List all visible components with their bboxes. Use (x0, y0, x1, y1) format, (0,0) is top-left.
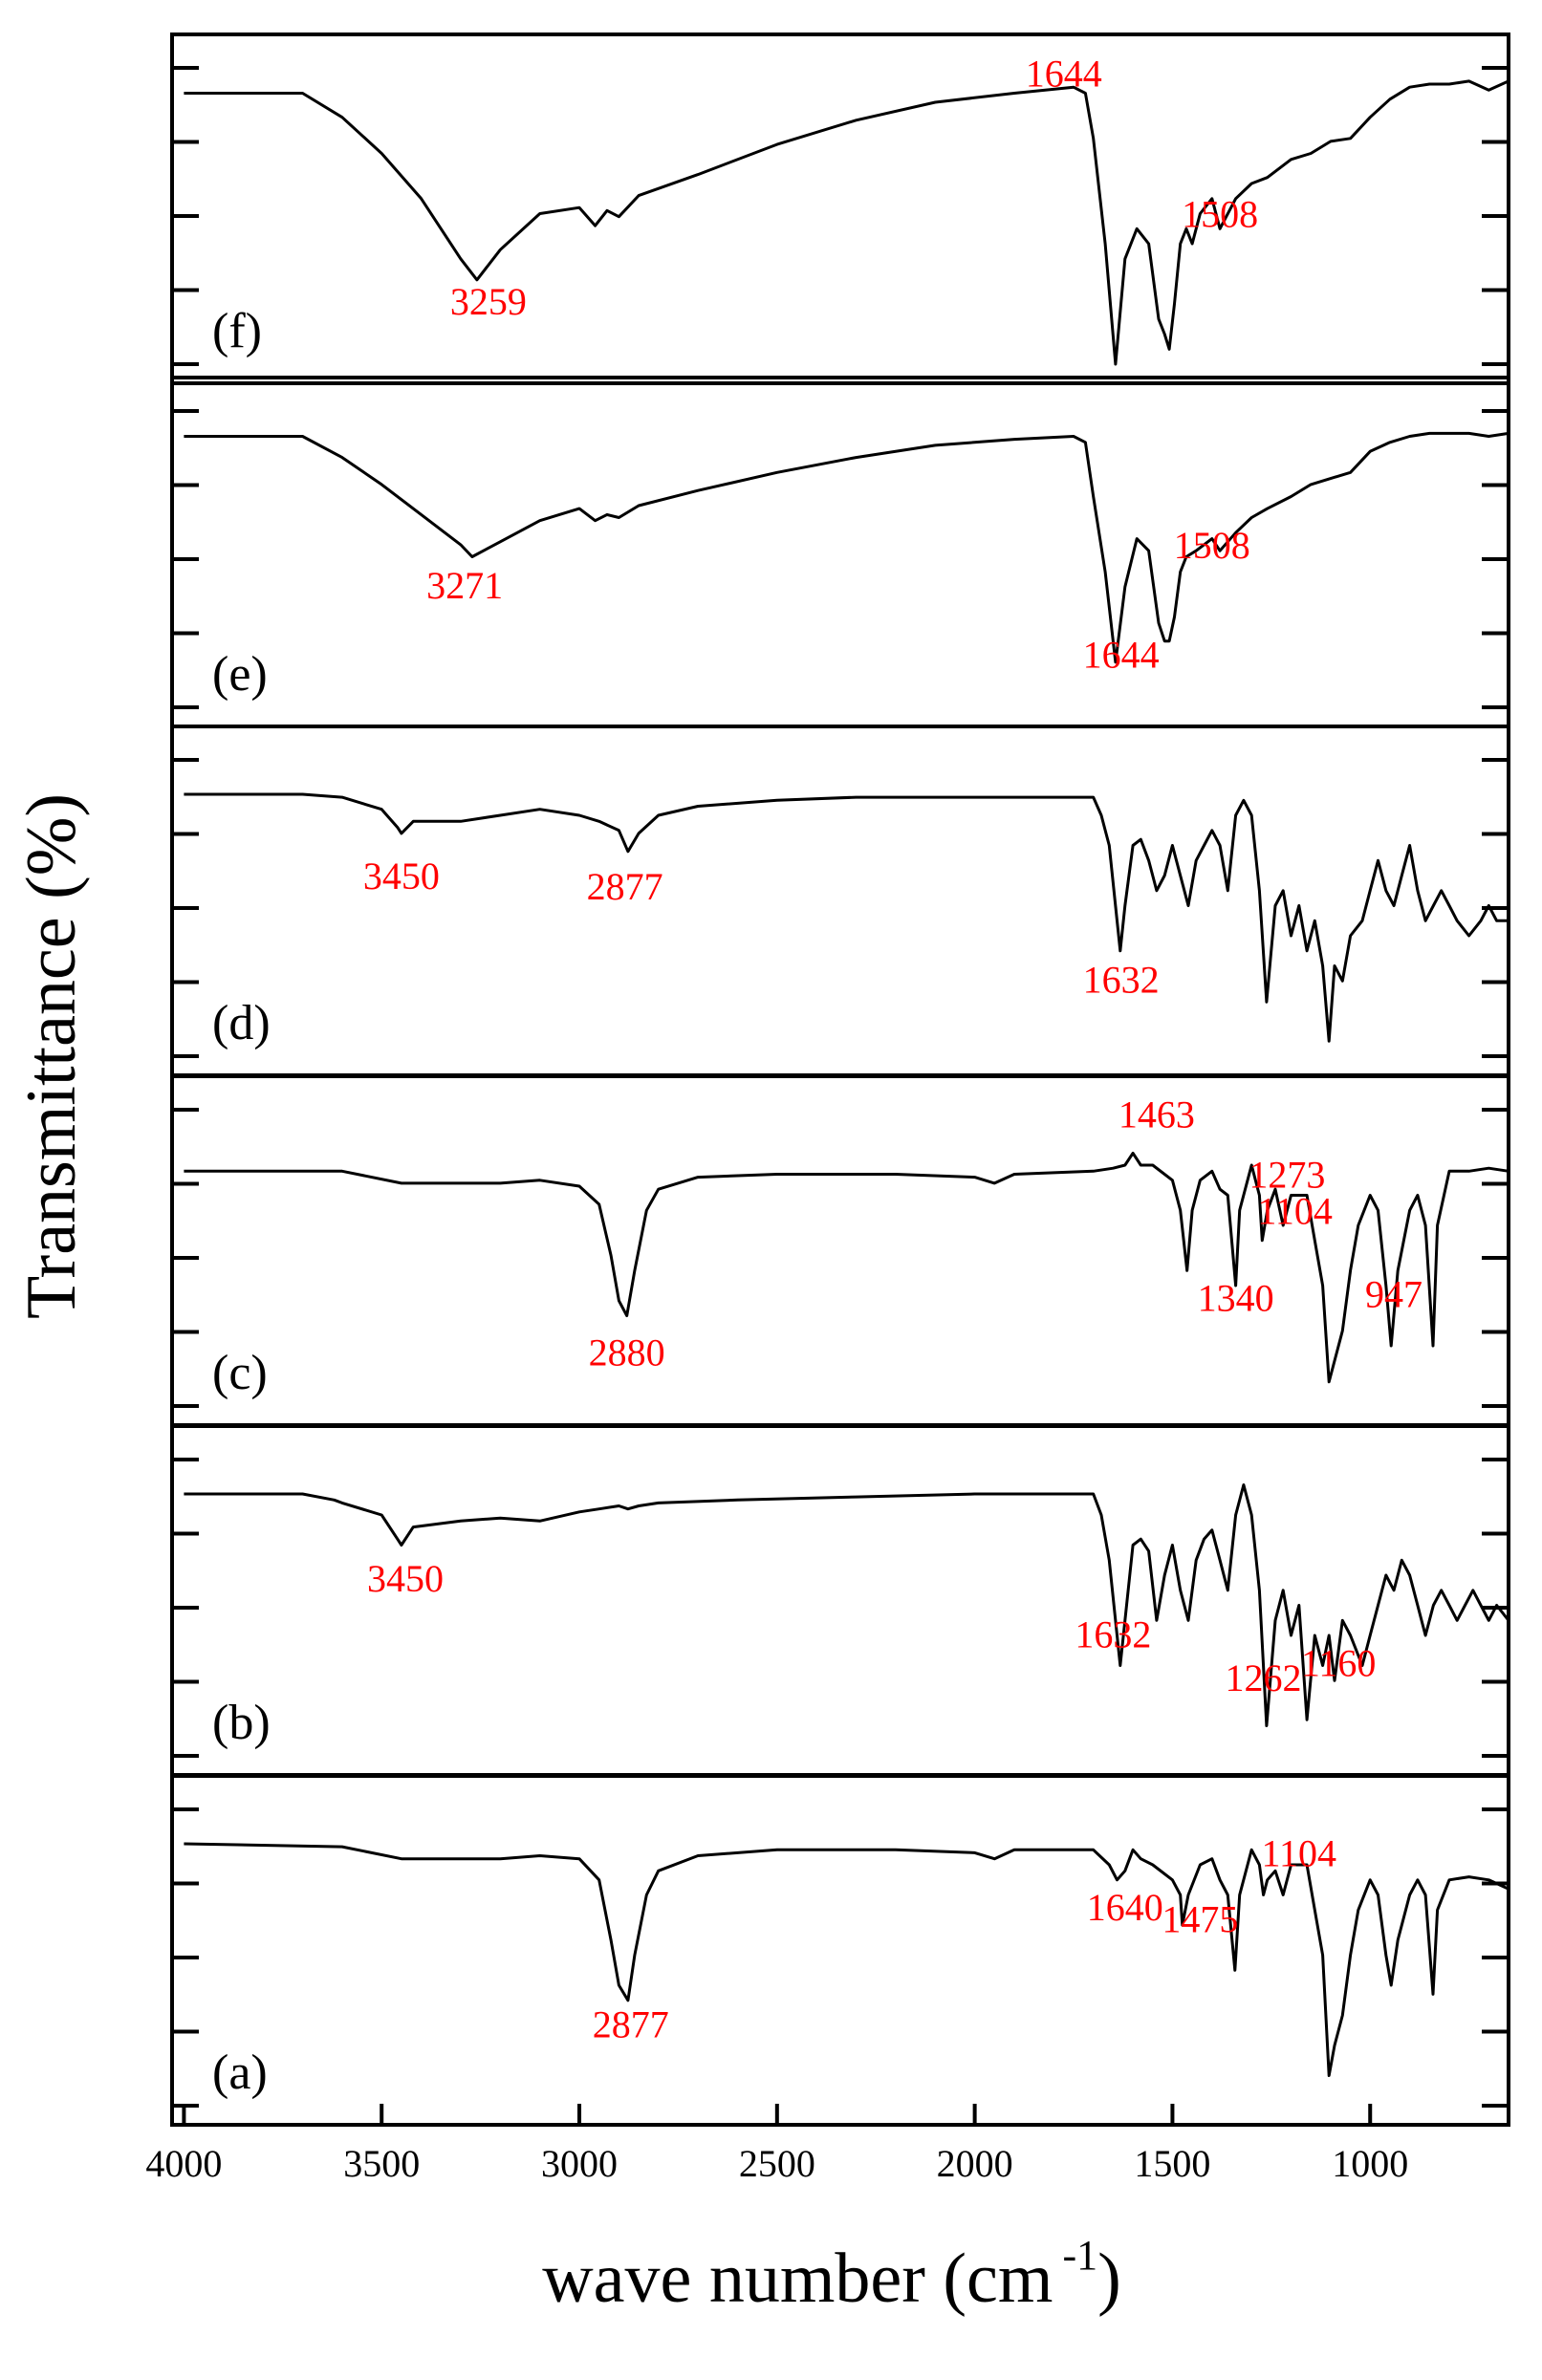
spectrum-line (184, 1151, 1509, 1384)
peak-label: 1640 (1087, 1886, 1163, 1929)
peak-label: 3450 (367, 1557, 444, 1600)
peak-label: 2877 (587, 865, 663, 908)
panel-frame (170, 32, 1510, 385)
peak-label: 1508 (1174, 524, 1250, 567)
peak-label: 1104 (1262, 1831, 1337, 1874)
x-axis-title: wave number (cm -1) (542, 2232, 1121, 2318)
x-tick-label: 1500 (1134, 2142, 1210, 2185)
panel-f: (f) 3259 1644 1508 (170, 32, 1510, 385)
peak-label: 1632 (1083, 959, 1160, 1002)
x-tick-label: 2000 (937, 2142, 1013, 2185)
spectrum-line (184, 792, 1509, 1043)
peak-label: 1340 (1198, 1277, 1274, 1320)
peak-label: 1262 (1226, 1656, 1302, 1699)
peak-label: 1644 (1026, 53, 1102, 96)
panel-frame (170, 1074, 1510, 1427)
x-tick-label: 1000 (1332, 2142, 1408, 2185)
panels-layer: (f) 3259 1644 1508 (e) 3271 1644 1508 (d) 3450 287… (170, 32, 1510, 2127)
x-tick-label: 2500 (739, 2142, 815, 2185)
panel-d: (d) 3450 2877 1632 (170, 725, 1510, 1077)
spectrum-line (184, 79, 1509, 366)
panel-label: (e) (212, 647, 268, 702)
peak-label: 1463 (1118, 1093, 1195, 1136)
peak-label: 3271 (426, 564, 503, 607)
panel-frame (170, 1424, 1510, 1777)
peak-label: 1508 (1182, 193, 1258, 236)
x-axis-title-sup: -1 (1062, 2232, 1097, 2279)
panel-label: (a) (212, 2045, 268, 2100)
peak-label: 1160 (1301, 1641, 1377, 1684)
panel-label: (f) (212, 304, 262, 358)
peak-label: 1475 (1162, 1898, 1238, 1941)
x-axis-title-close: ) (1097, 2239, 1121, 2318)
spectrum-line (184, 1483, 1510, 1727)
panel-label: (d) (212, 996, 271, 1050)
peak-label: 2880 (589, 1331, 665, 1374)
spectrum-line (184, 431, 1509, 664)
peak-label: 1632 (1075, 1612, 1151, 1655)
peak-label: 1644 (1083, 634, 1160, 677)
x-tick-label: 3000 (541, 2142, 618, 2185)
panel-label: (b) (212, 1696, 271, 1750)
peak-label: 1273 (1249, 1153, 1325, 1196)
x-tick-label: 4000 (145, 2142, 222, 2185)
panel-frame (170, 1774, 1510, 2127)
panel-frame (170, 376, 1510, 728)
peak-label: 3450 (363, 855, 440, 898)
panel-label: (c) (212, 1346, 268, 1400)
x-tick-label: 3500 (343, 2142, 420, 2185)
spectrum-line (184, 1842, 1509, 2077)
peak-label: 947 (1365, 1273, 1423, 1316)
peak-label: 2877 (593, 2002, 669, 2045)
panel-b: (b) 3450 1632 1262 1160 (170, 1424, 1510, 1777)
peak-label: 3259 (450, 280, 527, 323)
panel-frame (170, 725, 1510, 1077)
panel-e: (e) 3271 1644 1508 (170, 376, 1510, 728)
y-axis-title: Transmittance (%) (12, 793, 91, 1319)
peak-label: 1104 (1257, 1189, 1333, 1232)
x-axis-title-main: wave number (cm (542, 2239, 1053, 2318)
x-axis: 4000 3500 3000 2500 2000 1500 1000 (145, 2104, 1408, 2185)
